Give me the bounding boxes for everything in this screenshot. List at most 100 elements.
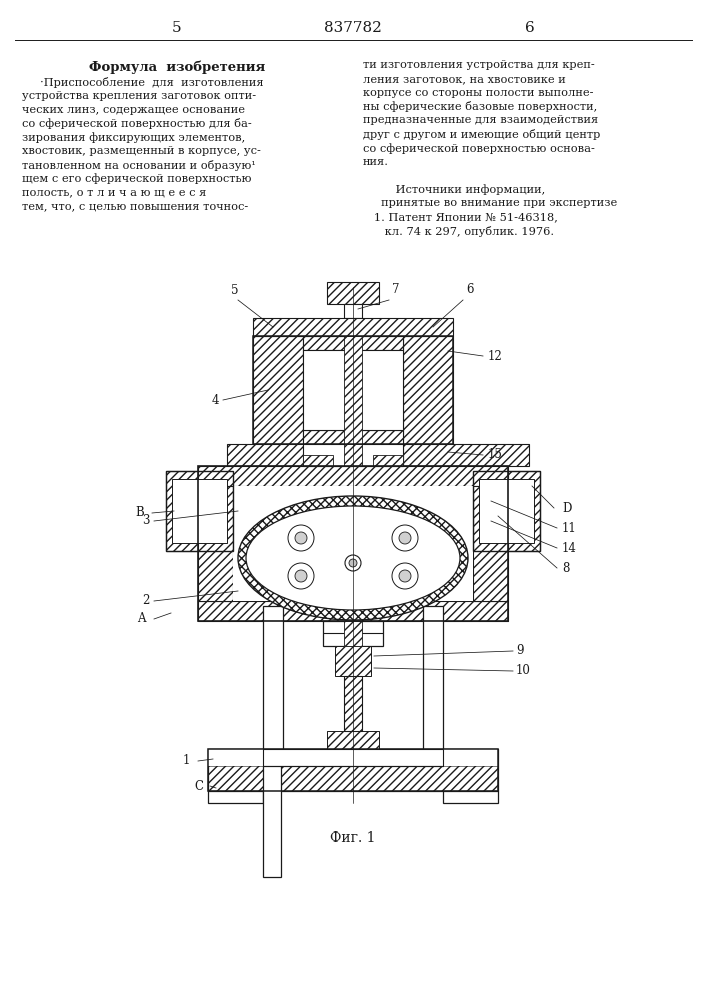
Circle shape	[288, 563, 314, 589]
Text: щем с его сферической поверхностью: щем с его сферической поверхностью	[22, 174, 252, 184]
Bar	[373, 455, 403, 466]
Text: 15: 15	[488, 448, 503, 462]
Text: Источники информации,: Источники информации,	[363, 184, 545, 195]
Text: 1: 1	[182, 754, 190, 768]
Text: 3: 3	[143, 514, 150, 528]
Text: кл. 74 к 297, опублик. 1976.: кл. 74 к 297, опублик. 1976.	[363, 226, 554, 237]
Text: 5: 5	[231, 284, 239, 297]
Bar	[253, 318, 453, 336]
Text: 5: 5	[173, 21, 182, 35]
Text: Формула  изобретения: Формула изобретения	[89, 60, 265, 74]
Bar	[172, 479, 227, 543]
Text: ны сферические базовые поверхности,: ны сферические базовые поверхности,	[363, 101, 597, 112]
Bar	[253, 336, 453, 444]
Bar	[303, 444, 403, 466]
Bar	[227, 444, 353, 466]
Bar	[263, 749, 281, 877]
Circle shape	[399, 570, 411, 582]
Bar	[344, 304, 362, 318]
Text: ческих линз, содержащее основание: ческих линз, содержащее основание	[22, 105, 245, 115]
Circle shape	[288, 525, 314, 551]
Text: D: D	[562, 502, 571, 514]
Text: зирования фиксирующих элементов,: зирования фиксирующих элементов,	[22, 132, 245, 143]
Bar	[208, 749, 498, 791]
Bar	[253, 336, 303, 444]
Text: со сферической поверхностью основа-: со сферической поверхностью основа-	[363, 143, 595, 154]
Bar	[344, 336, 362, 444]
Circle shape	[399, 532, 411, 544]
Bar	[198, 601, 508, 621]
Text: 9: 9	[516, 645, 523, 658]
Bar	[198, 466, 508, 621]
Bar	[166, 471, 233, 551]
Text: 2: 2	[143, 594, 150, 607]
Bar	[344, 444, 362, 466]
Text: предназначенные для взаимодействия: предназначенные для взаимодействия	[363, 115, 598, 125]
Bar	[198, 466, 508, 486]
Text: 1. Патент Японии № 51-46318,: 1. Патент Японии № 51-46318,	[363, 212, 558, 222]
Text: 14: 14	[562, 542, 577, 554]
Text: принятые во внимание при экспертизе: принятые во внимание при экспертизе	[363, 198, 617, 208]
Text: B: B	[135, 506, 144, 520]
Bar	[263, 749, 443, 766]
Text: 11: 11	[562, 522, 577, 534]
Circle shape	[295, 532, 307, 544]
Bar	[403, 336, 453, 444]
Bar	[344, 676, 362, 731]
Text: ти изготовления устройства для креп-: ти изготовления устройства для креп-	[363, 60, 595, 70]
Bar	[208, 791, 263, 803]
Circle shape	[295, 570, 307, 582]
Bar	[303, 430, 403, 444]
Text: Фиг. 1: Фиг. 1	[330, 831, 375, 845]
Circle shape	[392, 525, 418, 551]
Bar	[344, 621, 362, 646]
Text: 6: 6	[525, 21, 535, 35]
Text: со сферической поверхностью для ба-: со сферической поверхностью для ба-	[22, 118, 252, 129]
Text: 6: 6	[466, 283, 474, 296]
Text: устройства крепления заготовок опти-: устройства крепления заготовок опти-	[22, 91, 256, 101]
Text: ния.: ния.	[363, 157, 389, 167]
Bar	[473, 471, 540, 551]
Circle shape	[345, 555, 361, 571]
Text: ления заготовок, на хвостовике и: ления заготовок, на хвостовике и	[363, 74, 566, 84]
Bar	[327, 282, 379, 304]
Ellipse shape	[246, 506, 460, 610]
Bar	[344, 676, 362, 731]
Bar	[335, 646, 371, 676]
Bar	[443, 791, 498, 803]
Text: тановленном на основании и образую¹: тановленном на основании и образую¹	[22, 160, 256, 171]
Text: 12: 12	[488, 350, 503, 362]
Bar	[327, 731, 379, 749]
Circle shape	[392, 563, 418, 589]
Text: C: C	[194, 780, 203, 792]
Bar	[263, 606, 283, 749]
Bar	[208, 749, 263, 766]
Bar	[303, 455, 333, 466]
Text: полость, о т л и ч а ю щ е е с я: полость, о т л и ч а ю щ е е с я	[22, 187, 206, 197]
Bar	[403, 444, 529, 466]
Text: 4: 4	[211, 393, 219, 406]
Bar	[508, 471, 540, 551]
Text: 7: 7	[392, 283, 399, 296]
Bar	[166, 471, 198, 551]
Text: ·Приспособление  для  изготовления: ·Приспособление для изготовления	[22, 77, 264, 88]
Bar	[423, 606, 443, 749]
Text: A: A	[137, 612, 146, 626]
Bar	[303, 350, 403, 430]
Bar	[198, 486, 233, 601]
Circle shape	[349, 559, 357, 567]
Text: корпусе со стороны полости выполне-: корпусе со стороны полости выполне-	[363, 88, 593, 98]
Text: тем, что, с целью повышения точнос-: тем, что, с целью повышения точнос-	[22, 201, 248, 211]
Text: 10: 10	[516, 664, 531, 678]
Bar	[323, 621, 383, 646]
Bar	[233, 486, 473, 601]
Text: хвостовик, размещенный в корпусе, ус-: хвостовик, размещенный в корпусе, ус-	[22, 146, 261, 156]
Bar	[473, 486, 508, 601]
Text: 837782: 837782	[324, 21, 382, 35]
Ellipse shape	[238, 496, 468, 620]
Text: 8: 8	[562, 562, 569, 574]
Text: друг с другом и имеющие общий центр: друг с другом и имеющие общий центр	[363, 129, 600, 140]
Bar	[443, 749, 498, 766]
Bar	[208, 749, 498, 791]
Bar	[303, 336, 403, 350]
